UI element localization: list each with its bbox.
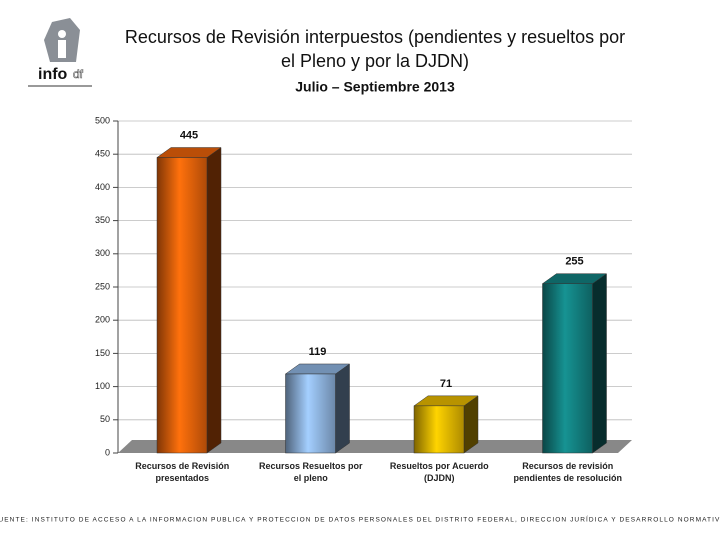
y-tick-label: 450 (95, 149, 110, 159)
bar-side (335, 363, 350, 454)
bar-front (285, 373, 336, 454)
y-tick-label: 250 (95, 281, 110, 291)
y-tick-label: 400 (95, 182, 110, 192)
y-tick-label: 300 (95, 248, 110, 258)
y-tick-label: 500 (95, 115, 110, 125)
y-tick-label: 150 (95, 348, 110, 358)
logo-name: info (38, 66, 68, 83)
bar (541, 273, 608, 454)
value-label: 255 (565, 256, 583, 268)
bar-front (156, 157, 208, 454)
bar-front (542, 283, 593, 454)
floor (118, 440, 632, 453)
value-label: 119 (309, 346, 327, 358)
x-tick-label: Recursos de revisión pendientes de resol… (513, 461, 623, 483)
bar (284, 363, 351, 454)
x-tick-label: Recursos Resueltos por el pleno (258, 461, 363, 483)
y-tick-label: 350 (95, 215, 110, 225)
x-tick-label: Resueltos por Acuerdo (DJDN) (389, 461, 489, 483)
value-label: 71 (440, 378, 452, 390)
logo-figure (58, 40, 66, 58)
y-tick-label: 50 (100, 414, 110, 424)
bar-front (413, 405, 465, 454)
x-tick-label: Recursos de Revisión presentados (135, 461, 230, 483)
y-tick-label: 200 (95, 315, 110, 325)
logo-suffix: df (73, 67, 84, 81)
bar (413, 395, 479, 454)
bar-side (592, 273, 607, 454)
value-label: 445 (180, 129, 198, 141)
chart-subtitle: Julio – Septiembre 2013 (295, 79, 455, 95)
source-note: FUENTE: INSTITUTO DE ACCESO A LA INFORMA… (0, 515, 720, 524)
y-tick-label: 0 (105, 447, 110, 457)
chart-title: Recursos de Revisión interpuestos (pendi… (125, 27, 625, 71)
y-tick-label: 100 (95, 381, 110, 391)
logo: info df (28, 18, 92, 87)
bar (156, 147, 222, 454)
logo-head (58, 30, 66, 38)
bar-side (206, 147, 222, 454)
